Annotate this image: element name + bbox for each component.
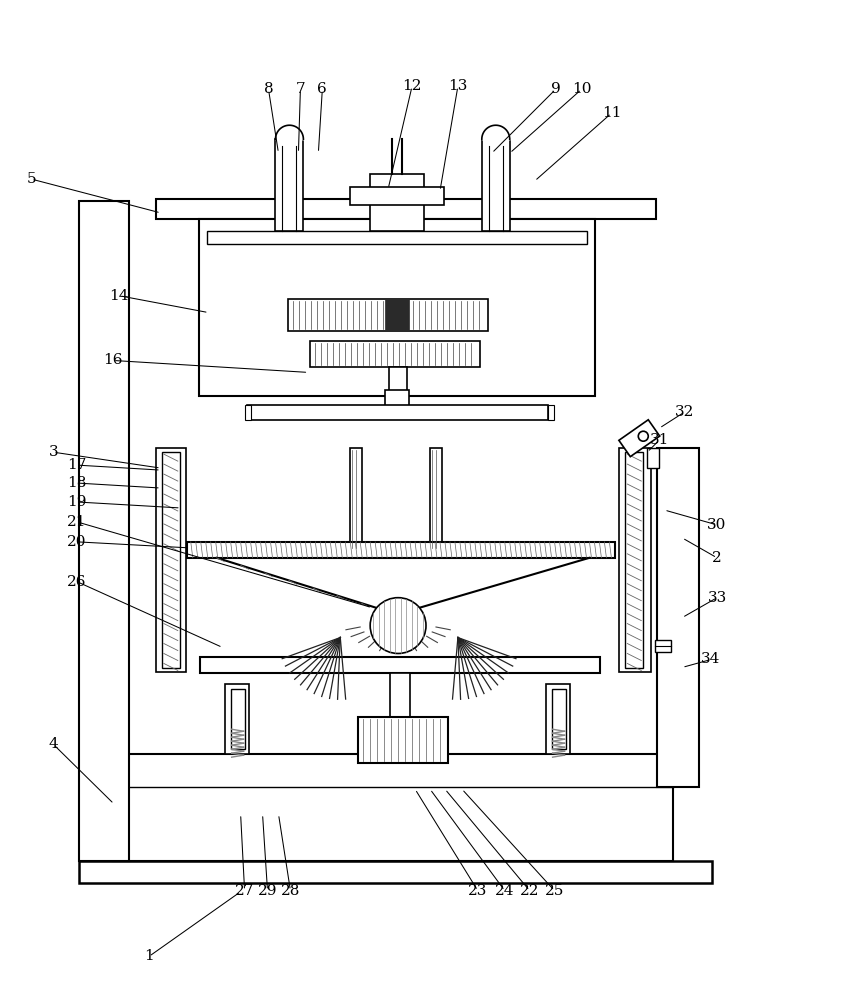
Text: 22: 22 bbox=[520, 884, 540, 898]
Text: 18: 18 bbox=[68, 476, 87, 490]
Bar bbox=[289, 299, 488, 331]
Text: 33: 33 bbox=[707, 591, 727, 605]
Bar bbox=[156, 448, 185, 672]
Bar bbox=[370, 174, 424, 231]
Text: 21: 21 bbox=[68, 515, 87, 529]
Bar bbox=[351, 448, 363, 548]
Text: 8: 8 bbox=[263, 82, 274, 96]
Text: 27: 27 bbox=[235, 884, 254, 898]
Bar bbox=[245, 405, 251, 420]
Bar bbox=[545, 684, 569, 754]
Text: 20: 20 bbox=[68, 535, 87, 549]
Bar bbox=[385, 390, 409, 408]
Bar bbox=[79, 861, 712, 883]
Text: 32: 32 bbox=[674, 405, 694, 419]
Text: 16: 16 bbox=[103, 353, 123, 367]
Bar bbox=[200, 657, 601, 673]
Text: 26: 26 bbox=[68, 575, 87, 589]
Text: 5: 5 bbox=[26, 172, 36, 186]
Bar bbox=[619, 448, 651, 672]
Bar bbox=[625, 452, 643, 668]
Bar bbox=[358, 717, 448, 763]
Text: 31: 31 bbox=[650, 433, 669, 447]
Circle shape bbox=[639, 431, 648, 441]
Text: 11: 11 bbox=[601, 106, 621, 120]
Bar bbox=[310, 341, 479, 367]
Text: 2: 2 bbox=[712, 551, 722, 565]
Text: 30: 30 bbox=[707, 518, 727, 532]
Bar bbox=[551, 689, 566, 749]
Text: 23: 23 bbox=[468, 884, 488, 898]
Bar bbox=[162, 452, 180, 668]
Bar bbox=[647, 448, 659, 468]
Bar bbox=[351, 187, 444, 205]
Bar bbox=[187, 542, 616, 558]
Bar bbox=[113, 754, 673, 861]
Text: 19: 19 bbox=[68, 495, 87, 509]
Text: 3: 3 bbox=[48, 445, 58, 459]
Text: 12: 12 bbox=[402, 79, 422, 93]
Text: 1: 1 bbox=[144, 949, 154, 963]
Bar bbox=[246, 405, 548, 420]
Bar bbox=[275, 139, 303, 231]
Text: 9: 9 bbox=[551, 82, 561, 96]
Text: 13: 13 bbox=[448, 79, 468, 93]
Text: 34: 34 bbox=[701, 652, 721, 666]
Bar bbox=[230, 689, 245, 749]
Bar bbox=[390, 673, 410, 753]
Bar bbox=[656, 640, 671, 652]
Text: 10: 10 bbox=[572, 82, 591, 96]
Text: 14: 14 bbox=[109, 289, 129, 303]
Bar bbox=[657, 448, 699, 787]
Bar bbox=[389, 367, 407, 412]
Bar bbox=[548, 405, 554, 420]
Bar bbox=[79, 201, 129, 861]
Text: 7: 7 bbox=[296, 82, 305, 96]
Bar bbox=[385, 299, 409, 331]
Polygon shape bbox=[619, 420, 660, 457]
Bar bbox=[207, 231, 588, 244]
Bar bbox=[482, 139, 510, 231]
Bar bbox=[156, 199, 656, 219]
Text: 6: 6 bbox=[318, 82, 327, 96]
Bar bbox=[224, 684, 248, 754]
Text: 28: 28 bbox=[280, 884, 300, 898]
Text: 17: 17 bbox=[68, 458, 87, 472]
Text: 25: 25 bbox=[545, 884, 564, 898]
Circle shape bbox=[370, 598, 426, 653]
Text: 4: 4 bbox=[48, 737, 58, 751]
Text: 29: 29 bbox=[257, 884, 277, 898]
Bar bbox=[430, 448, 442, 548]
Bar bbox=[199, 219, 595, 396]
Text: 24: 24 bbox=[495, 884, 514, 898]
